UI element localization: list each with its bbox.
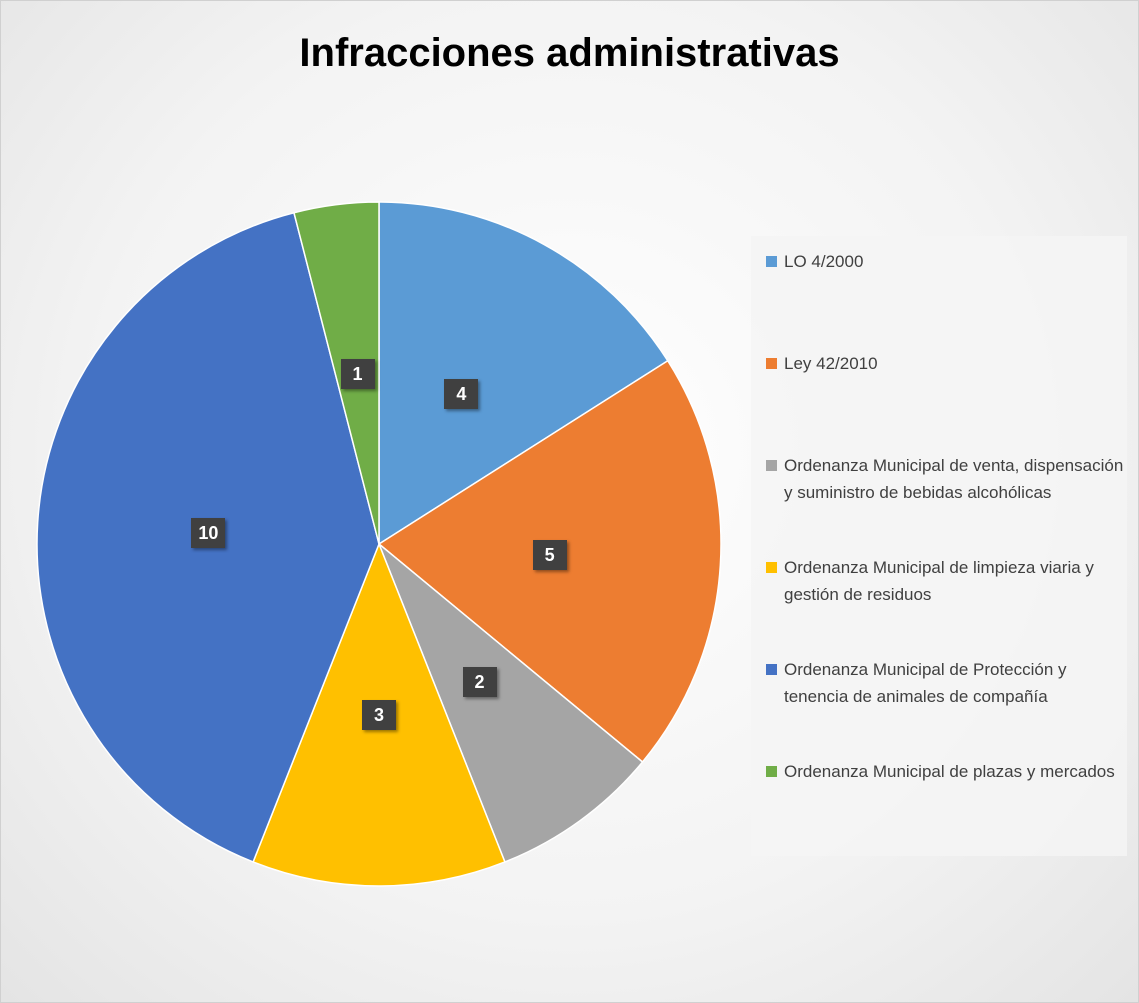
legend-item: Ordenanza Municipal de plazas y mercados: [766, 758, 1129, 785]
legend-item: Ordenanza Municipal de venta, dispensaci…: [766, 452, 1129, 506]
legend-swatch: [766, 664, 777, 675]
data-label: 1: [340, 359, 375, 390]
legend-item: Ordenanza Municipal de limpieza viaria y…: [766, 554, 1129, 608]
legend-label: LO 4/2000: [784, 252, 864, 271]
legend-swatch: [766, 460, 777, 471]
data-label: 5: [532, 539, 567, 570]
pie-slice: [293, 201, 380, 545]
legend-label: Ley 42/2010: [784, 354, 878, 373]
legend-label: Ordenanza Municipal de Protección y tene…: [784, 660, 1067, 706]
legend: LO 4/2000 Ley 42/2010 Ordenanza Municipal …: [751, 236, 1127, 856]
legend-item: Ley 42/2010: [766, 350, 1129, 377]
legend-item: Ordenanza Municipal de Protección y tene…: [766, 656, 1129, 710]
data-label: 2: [462, 667, 497, 698]
data-label: 4: [444, 379, 479, 410]
data-label: 10: [191, 518, 226, 549]
legend-label: Ordenanza Municipal de limpieza viaria y…: [784, 558, 1094, 604]
legend-swatch: [766, 358, 777, 369]
legend-swatch: [766, 562, 777, 573]
chart-title: Infracciones administrativas: [299, 31, 840, 75]
legend-label: Ordenanza Municipal de venta, dispensaci…: [784, 456, 1124, 502]
data-label: 3: [362, 700, 396, 730]
legend-swatch: [766, 766, 777, 777]
legend-label: Ordenanza Municipal de plazas y mercados: [784, 762, 1115, 781]
legend-item: LO 4/2000: [766, 248, 1129, 275]
pie-slice: [378, 543, 644, 863]
legend-swatch: [766, 256, 777, 267]
pie-slice: [378, 201, 669, 546]
